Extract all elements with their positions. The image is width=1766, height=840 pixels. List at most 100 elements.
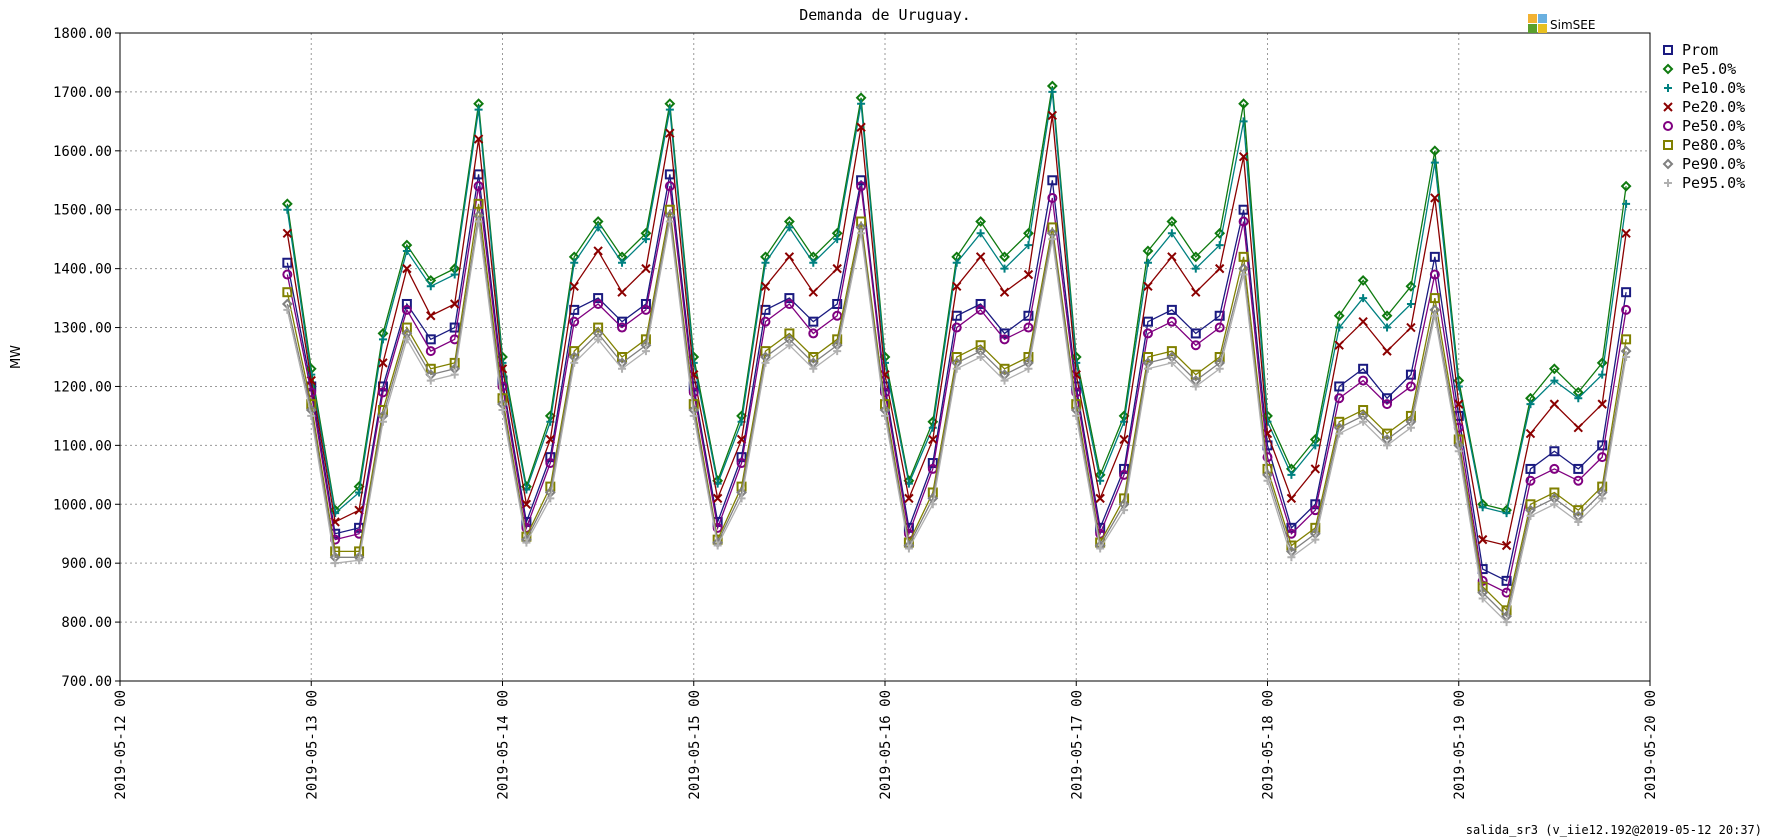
legend-marker (1664, 84, 1672, 92)
series-pe95-0- (283, 217, 1631, 627)
data-point (1190, 340, 1201, 351)
logo-square-orange (1528, 14, 1537, 23)
legend-label: Pe95.0% (1682, 174, 1745, 192)
data-point (378, 358, 388, 368)
data-point (545, 434, 556, 445)
data-point (833, 235, 842, 244)
data-point (1238, 251, 1249, 262)
data-point (1214, 263, 1225, 274)
data-point (1166, 304, 1177, 315)
data-point (1215, 241, 1224, 250)
data-point (1000, 264, 1009, 273)
data-point (712, 493, 723, 504)
data-point (1596, 357, 1608, 369)
data-point (975, 298, 986, 309)
data-point (402, 246, 411, 255)
data-point (951, 322, 962, 333)
data-point (1358, 316, 1368, 327)
data-point (401, 322, 412, 333)
data-point (785, 341, 794, 350)
data-point (1383, 441, 1392, 450)
data-point (570, 358, 579, 367)
data-point (378, 417, 387, 426)
data-point (1334, 393, 1345, 404)
data-point (928, 434, 938, 445)
data-point (593, 322, 604, 333)
data-point (617, 316, 628, 327)
data-point (1096, 544, 1105, 553)
data-point (928, 500, 937, 509)
data-point (665, 128, 675, 138)
data-point (1429, 269, 1440, 280)
data-point (1310, 464, 1321, 474)
data-point (570, 258, 579, 267)
data-point (1573, 505, 1584, 516)
data-point (282, 287, 293, 298)
data-point (1047, 222, 1058, 233)
data-point (474, 105, 483, 114)
data-point (1023, 269, 1034, 280)
y-tick-label: 1800.00 (53, 26, 112, 42)
data-point (617, 287, 627, 297)
y-tick-label: 1600.00 (53, 144, 112, 160)
data-point (1023, 310, 1034, 321)
data-point (760, 346, 771, 357)
data-point (569, 316, 580, 327)
data-point (737, 494, 746, 503)
legend-marker (1662, 158, 1674, 170)
legend: PromPe5.0%Pe10.0%Pe20.0%Pe50.0%Pe80.0%Pe… (1662, 41, 1745, 192)
legend-label: Pe10.0% (1682, 79, 1745, 97)
data-point (1430, 311, 1439, 320)
data-point (1620, 180, 1632, 192)
data-point (760, 281, 771, 292)
data-point (928, 423, 937, 432)
legend-item: Pe95.0% (1664, 174, 1745, 192)
data-point (1526, 400, 1535, 409)
data-point (1429, 145, 1441, 157)
data-point (1239, 117, 1248, 126)
data-point (1166, 346, 1177, 357)
data-point (594, 223, 603, 232)
data-point (1574, 517, 1583, 526)
data-point (1047, 110, 1058, 121)
y-tick-label: 1100.00 (53, 438, 112, 454)
data-point (1429, 251, 1440, 262)
data-point (1167, 229, 1176, 238)
logo-square-blue (1538, 14, 1547, 23)
data-point (1334, 381, 1345, 392)
legend-item: Pe10.0% (1664, 79, 1745, 97)
data-point (1478, 503, 1487, 512)
data-point (1406, 299, 1415, 308)
data-point (832, 310, 843, 321)
data-point (1239, 270, 1248, 279)
data-point (450, 370, 459, 379)
x-tick-label: 2019-05-12 00 (113, 690, 129, 800)
data-point (1381, 310, 1393, 322)
data-point (618, 258, 627, 267)
data-point (1166, 316, 1177, 327)
data-point (1191, 264, 1200, 273)
data-point (1573, 422, 1583, 433)
data-point (1142, 328, 1153, 339)
data-point (1478, 594, 1487, 603)
data-point (1430, 158, 1439, 167)
data-point (1525, 475, 1536, 486)
data-point (1382, 393, 1393, 404)
data-point (1358, 363, 1369, 374)
series-pe5-0- (281, 80, 1632, 516)
x-tick-label: 2019-05-14 00 (496, 690, 512, 800)
data-point (952, 364, 961, 373)
data-point (1120, 506, 1129, 515)
data-point (1598, 494, 1607, 503)
data-point (856, 181, 867, 192)
data-point (1597, 399, 1607, 409)
data-point (999, 363, 1010, 374)
data-point (975, 340, 986, 351)
data-point (689, 358, 698, 367)
data-point (952, 281, 962, 292)
data-point (833, 347, 842, 356)
data-point (1621, 228, 1631, 238)
data-point (976, 229, 985, 238)
data-point (1548, 363, 1560, 375)
data-point (1048, 235, 1057, 244)
